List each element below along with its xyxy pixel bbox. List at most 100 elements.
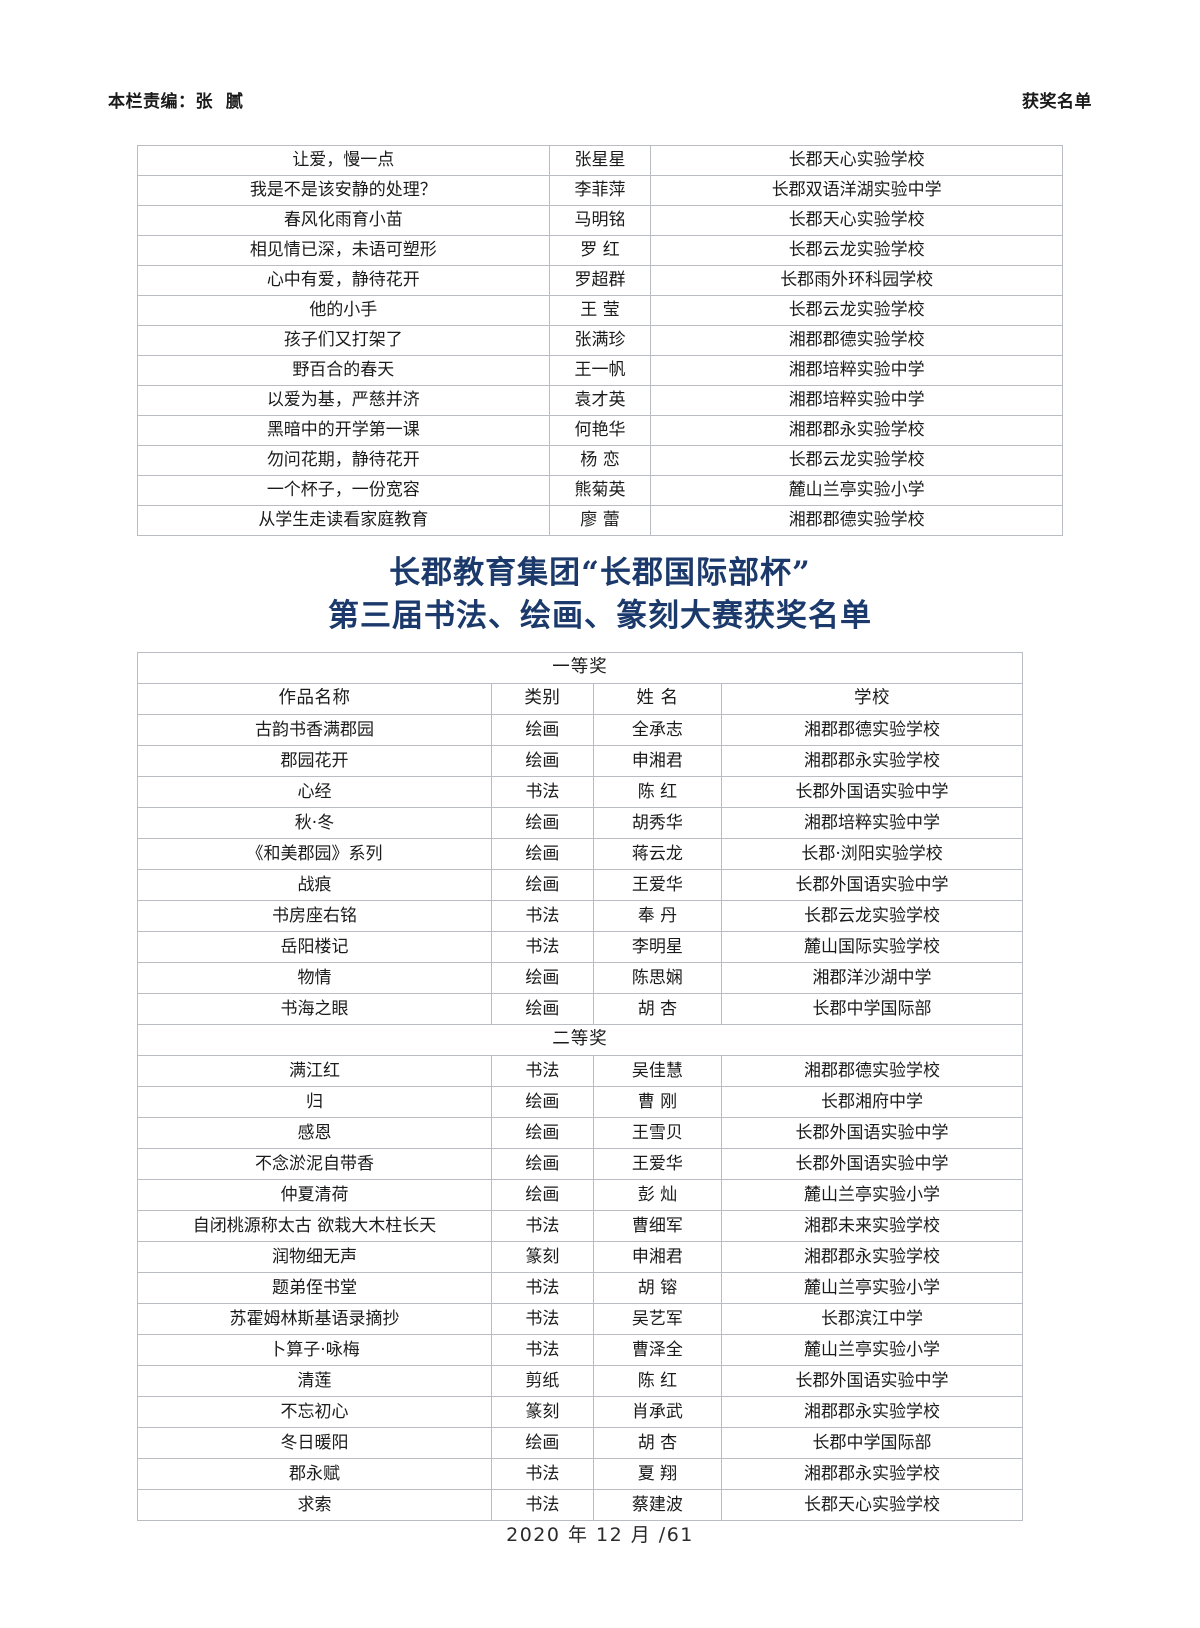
essay-title: 孩子们又打架了 [137,325,550,356]
work-name: 自闭桃源称太古 欲栽大木柱长天 [137,1210,492,1242]
author-school: 湘郡郡德实验学校 [721,714,1023,746]
work-name: 郡永赋 [137,1458,492,1490]
author-school: 麓山国际实验学校 [721,931,1023,963]
table-row: 润物细无声 篆刻 申湘君 湘郡郡永实验学校 [137,1241,1023,1273]
table-row: 题弟侄书堂 书法胡 镕麓山兰亭实验小学 [137,1272,1023,1304]
column-header-row: 作品名称 类别姓 名学校 [137,683,1023,715]
table-row: 孩子们又打架了 张满珍 湘郡郡德实验学校 [137,325,1063,356]
essay-author: 王一帆 [548,355,652,386]
work-name: 苏霍姆林斯基语录摘抄 [137,1303,492,1335]
work-name: 战痕 [137,869,492,901]
author-name: 申湘君 [592,1241,723,1273]
table-row: 古韵书香满郡园 绘画 全承志 湘郡郡德实验学校 [137,714,1023,746]
running-head: 本栏责编：张 腻 获奖名单 [108,84,1092,114]
author-name: 胡 杏 [592,993,723,1025]
essay-author: 张星星 [548,145,652,176]
essay-school: 湘郡郡德实验学校 [650,505,1063,536]
author-school: 湘郡郡永实验学校 [721,1458,1023,1490]
essay-author: 何艳华 [548,415,652,446]
essay-school: 麓山兰亭实验小学 [650,475,1063,506]
work-category: 绘画 [491,962,594,994]
work-category: 绘画 [491,993,594,1025]
essay-school: 长郡云龙实验学校 [650,445,1063,476]
work-name: 润物细无声 [137,1241,492,1273]
work-name: 郡园花开 [137,745,492,777]
work-name: 不念淤泥自带香 [137,1148,492,1180]
essay-award-table: 让爱，慢一点 张星星 长郡天心实验学校 我是不是该安静的处理？ 李菲萍 长郡双语洋湖实验中… [137,145,1063,536]
work-category: 书法 [491,1272,594,1304]
author-school: 麓山兰亭实验小学 [721,1272,1023,1304]
author-name: 陈 红 [592,776,723,808]
author-name: 王爱华 [592,869,723,901]
essay-title: 从学生走读看家庭教育 [137,505,550,536]
author-name: 曹细军 [592,1210,723,1242]
essay-school: 长郡雨外环科园学校 [650,265,1063,296]
work-category: 绘画 [491,1179,594,1211]
essay-school: 湘郡培粹实验中学 [650,385,1063,416]
work-category: 绘画 [491,1086,594,1118]
author-school: 长郡中学国际部 [721,1427,1023,1459]
author-name: 全承志 [592,714,723,746]
table-row: 卜算子·咏梅 书法 曹泽全 麓山兰亭实验小学 [137,1334,1023,1366]
work-name: 不忘初心 [137,1396,492,1428]
work-category: 书法 [491,1055,594,1087]
table-row: 春风化雨育小苗 马明铭 长郡天心实验学校 [137,205,1063,236]
essay-school: 长郡天心实验学校 [650,205,1063,236]
work-name: 清莲 [137,1365,492,1397]
essay-author: 袁才英 [548,385,652,416]
author-school: 长郡外国语实验中学 [721,776,1023,808]
author-school: 长郡湘府中学 [721,1086,1023,1118]
work-name: 卜算子·咏梅 [137,1334,492,1366]
author-school: 湘郡未来实验学校 [721,1210,1023,1242]
essay-title: 勿问花期，静待花开 [137,445,550,476]
table-row: 心经 书法陈 红长郡外国语实验中学 [137,776,1023,808]
essay-title: 让爱，慢一点 [137,145,550,176]
work-category: 绘画 [491,745,594,777]
page-footer: 2020 年 12 月 ∕61 [506,1524,694,1546]
essay-school: 长郡云龙实验学校 [650,295,1063,326]
table-row: 秋·冬 绘画 胡秀华 湘郡培粹实验中学 [137,807,1023,839]
author-name: 王爱华 [592,1148,723,1180]
author-school: 长郡外国语实验中学 [721,1148,1023,1180]
first-prize-band: 一等奖 [137,652,1023,684]
work-category: 绘画 [491,714,594,746]
table-row: 冬日暖阳 绘画胡 杏长郡中学国际部 [137,1427,1023,1459]
author-school: 长郡外国语实验中学 [721,869,1023,901]
author-name: 胡 镕 [592,1272,723,1304]
work-category: 绘画 [491,838,594,870]
table-row: 仲夏清荷 绘画彭 灿麓山兰亭实验小学 [137,1179,1023,1211]
work-name: 归 [137,1086,492,1118]
work-name: 求索 [137,1489,492,1521]
essay-school: 湘郡郡永实验学校 [650,415,1063,446]
column-header: 类别 [491,683,594,715]
table-row: 野百合的春天 王一帆 湘郡培粹实验中学 [137,355,1063,386]
work-category: 书法 [491,1489,594,1521]
table-row: 感恩 绘画 王雪贝 长郡外国语实验中学 [137,1117,1023,1149]
author-school: 湘郡郡永实验学校 [721,1241,1023,1273]
table-row: 黑暗中的开学第一课 何艳华 湘郡郡永实验学校 [137,415,1063,446]
work-category: 绘画 [491,1117,594,1149]
work-name: 秋·冬 [137,807,492,839]
work-name: 《和美郡园》系列 [137,838,492,870]
table-row: 不念淤泥自带香 绘画 王爱华 长郡外国语实验中学 [137,1148,1023,1180]
work-category: 剪纸 [491,1365,594,1397]
art-award-table: 一等奖 作品名称 类别姓 名学校 古韵书香满郡园 绘画 全承志 湘郡郡德实验学校 郡园花开 绘画… [137,652,1023,1521]
work-name: 心经 [137,776,492,808]
author-school: 长郡滨江中学 [721,1303,1023,1335]
table-row: 求索 书法 蔡建波 长郡天心实验学校 [137,1489,1023,1521]
essay-award-table-container: 让爱，慢一点 张星星 长郡天心实验学校 我是不是该安静的处理？ 李菲萍 长郡双语洋湖实验中… [137,145,1063,536]
essay-author: 廖 蕾 [548,505,652,536]
running-head-editor: 本栏责编：张 腻 [108,91,244,112]
work-name: 岳阳楼记 [137,931,492,963]
author-name: 李明星 [592,931,723,963]
author-name: 陈思娴 [592,962,723,994]
essay-title: 野百合的春天 [137,355,550,386]
table-row: 清莲 剪纸陈 红长郡外国语实验中学 [137,1365,1023,1397]
second-prize-band: 二等奖 [137,1024,1023,1056]
essay-author: 李菲萍 [548,175,652,206]
table-row: 苏霍姆林斯基语录摘抄 书法 吴艺军 长郡滨江中学 [137,1303,1023,1335]
column-header: 作品名称 [137,683,492,715]
art-award-table-container: 一等奖 作品名称 类别姓 名学校 古韵书香满郡园 绘画 全承志 湘郡郡德实验学校 郡园花开 绘画… [137,652,1023,1521]
section-title: 长郡教育集团“长郡国际部杯” 第三届书法、绘画、篆刻大赛获奖名单 [0,552,1200,638]
table-row: 相见情已深，未语可塑形罗 红长郡云龙实验学校 [137,235,1063,266]
